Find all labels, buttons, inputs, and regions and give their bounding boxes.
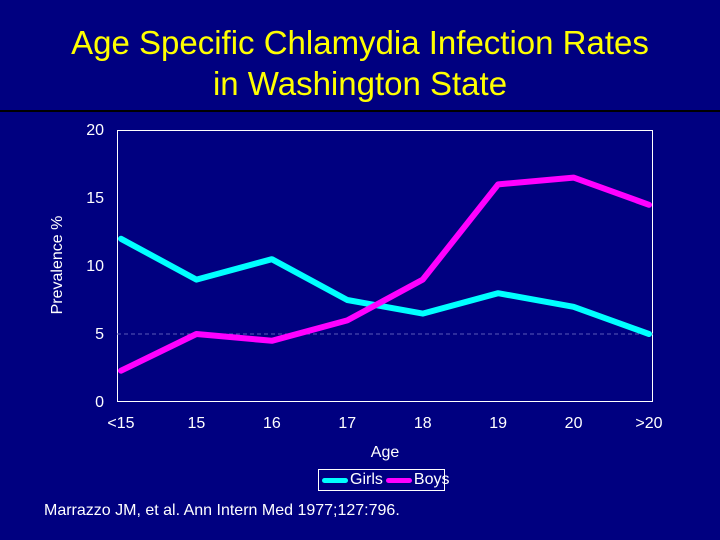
x-tick-label: 20	[565, 415, 583, 432]
legend-swatch-boys	[385, 477, 412, 483]
y-axis-label: Prevalence %	[49, 216, 66, 315]
plot-area	[117, 130, 653, 402]
y-tick-label: 5	[95, 326, 104, 343]
title-line-1: Age Specific Chlamydia Infection Rates	[71, 24, 649, 61]
x-tick-label: 18	[414, 415, 432, 432]
legend-item-girls: Girls	[319, 471, 383, 489]
legend-label-girls: Girls	[350, 471, 383, 488]
x-axis-label: Age	[371, 444, 400, 461]
x-tick-label: 19	[489, 415, 507, 432]
y-tick-label: 15	[86, 190, 104, 207]
series-line-girls	[118, 235, 652, 337]
chart-title: Age Specific Chlamydia Infection Rates i…	[0, 22, 720, 104]
legend-label-boys: Boys	[413, 471, 450, 488]
title-divider	[0, 110, 720, 112]
y-tick-label: 10	[86, 258, 104, 275]
title-line-2: in Washington State	[212, 65, 508, 102]
x-tick-label: 17	[338, 415, 356, 432]
y-tick-label: 20	[86, 122, 104, 139]
legend-item-boys: Boys	[383, 471, 450, 489]
legend: Girls Boys	[318, 469, 449, 491]
source-citation: Marrazzo JM, et al. Ann Intern Med 1977;…	[44, 502, 400, 519]
x-tick-label: <15	[107, 415, 134, 432]
y-tick-label: 0	[95, 394, 104, 411]
series-line-boys	[118, 174, 652, 374]
x-tick-label: 15	[188, 415, 206, 432]
legend-swatch-girls	[322, 477, 348, 483]
x-tick-label: >20	[635, 415, 662, 432]
x-tick-label: 16	[263, 415, 281, 432]
